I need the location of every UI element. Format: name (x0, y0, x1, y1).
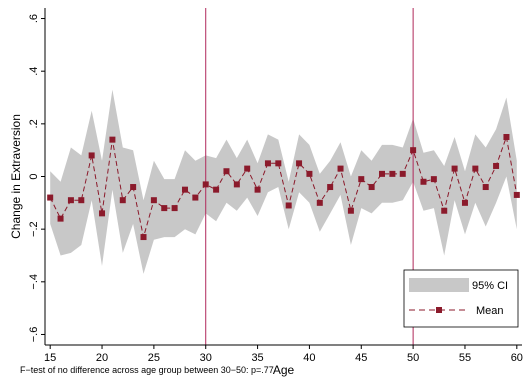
mean-point (233, 181, 240, 188)
y-tick-label: −.4 (28, 274, 40, 290)
legend: 95% CI Mean (403, 269, 519, 328)
mean-point (244, 165, 251, 172)
legend-mean-marker (436, 307, 442, 313)
mean-point (316, 199, 323, 206)
mean-point (130, 184, 137, 191)
mean-point (254, 186, 261, 193)
mean-point (306, 170, 313, 177)
x-tick-label: 40 (303, 352, 315, 364)
x-tick-label: 50 (407, 352, 419, 364)
mean-point (389, 170, 396, 177)
legend-ci-swatch (409, 278, 469, 292)
mean-point (399, 170, 406, 177)
y-tick-label: −.2 (28, 221, 40, 237)
mean-point (161, 205, 168, 212)
x-tick-label: 35 (251, 352, 263, 364)
mean-point (461, 199, 468, 206)
x-tick-label: 15 (44, 352, 56, 364)
x-ticks: 15 20 25 30 35 40 45 50 55 60 (44, 345, 523, 364)
mean-point (47, 194, 54, 201)
mean-point (410, 147, 417, 154)
y-ticks: −.6 −.4 −.2 0 .2 .4 .6 (28, 14, 45, 342)
mean-point (213, 186, 220, 193)
mean-point (67, 197, 74, 204)
mean-point (223, 168, 230, 175)
mean-point (441, 207, 448, 214)
mean-point (358, 176, 365, 183)
mean-point (285, 202, 292, 209)
mean-point (78, 197, 85, 204)
mean-point (347, 207, 354, 214)
mean-point (368, 184, 375, 191)
mean-point (181, 186, 188, 193)
mean-point (275, 160, 282, 167)
mean-point (99, 210, 106, 217)
mean-point (513, 191, 520, 198)
mean-point (482, 184, 489, 191)
mean-point (192, 194, 199, 201)
mean-point (109, 136, 116, 143)
mean-point (119, 197, 126, 204)
x-tick-label: 45 (355, 352, 367, 364)
legend-mean-label: Mean (476, 305, 504, 317)
mean-point (493, 162, 500, 169)
plot-area (47, 8, 520, 345)
footnote: F−test of no difference across age group… (20, 365, 274, 375)
x-tick-label: 60 (511, 352, 523, 364)
mean-point (202, 181, 209, 188)
mean-point (430, 176, 437, 183)
mean-point (57, 215, 64, 222)
mean-point (150, 197, 157, 204)
mean-point (88, 152, 95, 159)
mean-line (49, 135, 518, 238)
mean-point (264, 160, 271, 167)
y-tick-label: 0 (28, 173, 40, 179)
mean-point (327, 184, 334, 191)
mean-point (472, 165, 479, 172)
mean-point (296, 160, 303, 167)
x-tick-label: 55 (459, 352, 471, 364)
y-axis-title: Change in Extraversion (9, 114, 23, 239)
mean-point (337, 165, 344, 172)
y-tick-label: .4 (28, 67, 40, 76)
mean-point (451, 165, 458, 172)
x-tick-label: 20 (96, 352, 108, 364)
x-tick-label: 25 (148, 352, 160, 364)
y-tick-label: .6 (28, 14, 40, 23)
y-tick-label: .2 (28, 119, 40, 128)
mean-point (140, 234, 147, 241)
mean-point (379, 170, 386, 177)
x-tick-label: 30 (200, 352, 212, 364)
mean-point (171, 205, 178, 212)
x-axis-title: Age (273, 363, 295, 377)
mean-point (503, 134, 510, 141)
ci-band (50, 89, 517, 274)
mean-point (420, 178, 427, 185)
legend-ci-label: 95% CI (472, 280, 508, 292)
y-tick-label: −.6 (28, 327, 40, 343)
